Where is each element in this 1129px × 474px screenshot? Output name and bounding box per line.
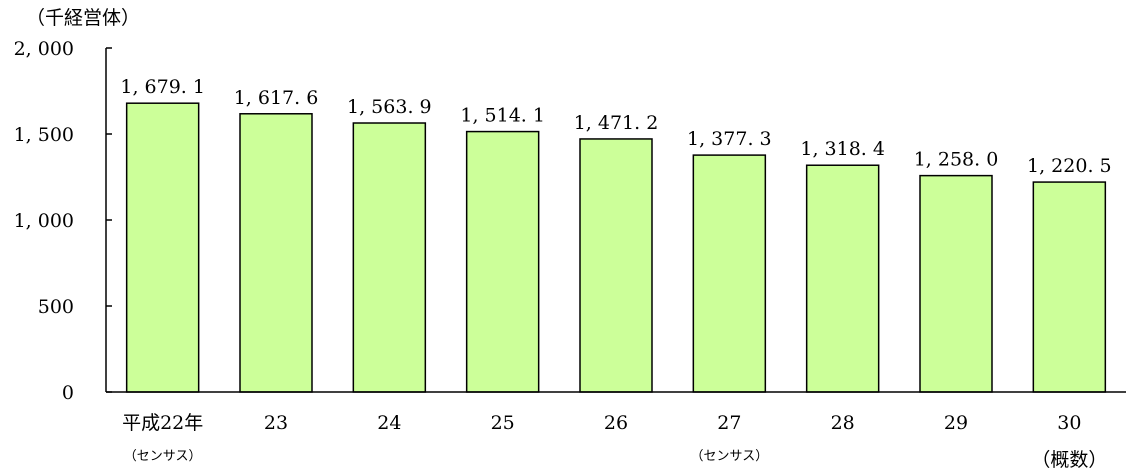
x-tick-label: 29 — [944, 412, 968, 434]
bar — [579, 138, 653, 393]
x-tick-label: 平成22年 — [122, 412, 203, 434]
bar — [352, 122, 427, 393]
bar-value-label: 1, 471. 2 — [574, 112, 659, 134]
y-tick-label: 0 — [62, 382, 74, 404]
bar — [1032, 181, 1107, 393]
x-tick-label: 30 — [1057, 412, 1081, 434]
bar-value-label: 1, 617. 6 — [234, 87, 319, 109]
bars — [125, 102, 1107, 393]
bar-value-label: 1, 679. 1 — [120, 76, 205, 98]
y-tick-label: 2, 000 — [14, 38, 74, 60]
x-tick-sublabel: （概数） — [1031, 449, 1107, 471]
bar-value-label: 1, 318. 4 — [800, 138, 885, 160]
bar-value-label: 1, 514. 1 — [460, 105, 545, 127]
x-tick-label: 28 — [831, 412, 855, 434]
bar — [692, 154, 767, 393]
x-tick-label: 27 — [717, 412, 741, 434]
x-tick-label: 24 — [377, 412, 401, 434]
bar-value-label: 1, 258. 0 — [914, 149, 999, 171]
bar-value-label: 1, 377. 3 — [687, 128, 772, 150]
value-labels: 1, 679. 1 1, 617. 6 1, 563. 9 1, 514. 1 1, 4… — [120, 76, 1111, 177]
bar — [125, 102, 200, 393]
x-axis-labels: 平成22年 （センサス） 23 24 25 26 27 （センサス） 28 29 30 （概数） — [122, 412, 1107, 471]
bar — [805, 164, 880, 393]
bar — [239, 113, 313, 393]
y-axis-ticks: 0 500 1, 000 1, 500 2, 000 — [14, 38, 112, 404]
x-tick-label: 26 — [604, 412, 628, 434]
bar-value-label: 1, 563. 9 — [347, 96, 432, 118]
y-axis-unit-label: （千経営体） — [26, 7, 140, 29]
x-tick-sublabel: （センサス） — [690, 449, 768, 464]
y-tick-label: 1, 500 — [14, 124, 74, 146]
x-tick-label: 25 — [491, 412, 515, 434]
bar-value-label: 1, 220. 5 — [1027, 155, 1112, 177]
x-tick-sublabel: （センサス） — [124, 449, 202, 464]
bar — [465, 130, 540, 393]
y-tick-label: 500 — [38, 296, 74, 318]
y-tick-label: 1, 000 — [14, 210, 74, 232]
bar — [919, 174, 993, 393]
x-tick-label: 23 — [264, 412, 288, 434]
